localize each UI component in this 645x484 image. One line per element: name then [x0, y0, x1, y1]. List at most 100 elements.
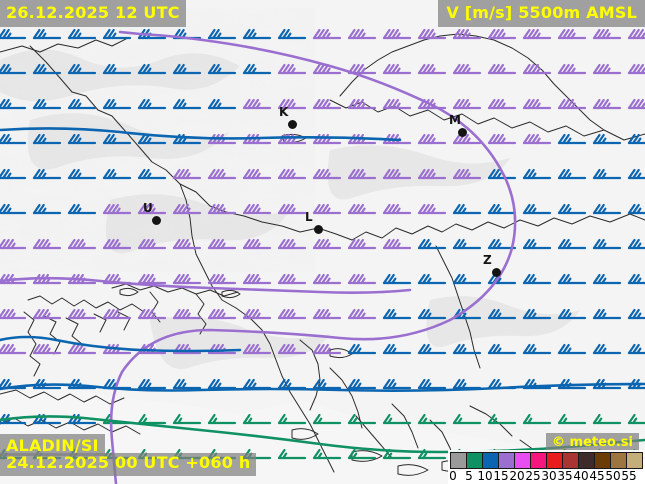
wind-barb: [452, 28, 482, 40]
wind-barb: [382, 273, 412, 285]
wind-barb: [32, 98, 62, 110]
wind-barb: [347, 98, 377, 110]
wind-barb: [522, 273, 552, 285]
wind-barb: [557, 238, 587, 250]
wind-barb: [557, 63, 587, 75]
isotach-contour: [0, 335, 242, 353]
city-dot: [314, 225, 323, 234]
wind-barb: [382, 63, 412, 75]
wind-barb: [207, 308, 237, 320]
wind-barb: [452, 168, 482, 180]
wind-barb: [67, 133, 97, 145]
wind-barb: [382, 378, 412, 390]
wind-barb: [382, 98, 412, 110]
wind-barb: [277, 98, 307, 110]
wind-barb: [417, 98, 447, 110]
wind-barb: [522, 133, 552, 145]
city-dot: [152, 216, 161, 225]
wind-barb: [277, 413, 307, 425]
wind-barb: [557, 168, 587, 180]
wind-barb: [312, 413, 342, 425]
wind-barb: [487, 273, 517, 285]
wind-barb: [592, 413, 622, 425]
wind-barb: [102, 98, 132, 110]
wind-barb: [627, 203, 645, 215]
wind-barb: [592, 308, 622, 320]
wind-barb: [347, 203, 377, 215]
wind-barb: [0, 28, 27, 40]
wind-barb: [417, 273, 447, 285]
colorbar-swatch: [547, 453, 563, 468]
wind-barb: [487, 133, 517, 145]
wind-barb: [487, 413, 517, 425]
wind-barb: [382, 308, 412, 320]
wind-barb: [382, 413, 412, 425]
wind-barb: [102, 168, 132, 180]
wind-barb: [207, 168, 237, 180]
wind-barb: [67, 98, 97, 110]
wind-barb: [487, 28, 517, 40]
wind-barb: [137, 203, 167, 215]
wind-barb: [172, 238, 202, 250]
wind-barb: [452, 413, 482, 425]
isotach-contour: [0, 276, 412, 294]
wind-barb: [207, 238, 237, 250]
wind-barb: [627, 308, 645, 320]
colorbar-swatches: [450, 452, 643, 469]
wind-barb: [522, 203, 552, 215]
wind-barb: [557, 203, 587, 215]
wind-barb: [557, 273, 587, 285]
wind-barb: [242, 28, 272, 40]
wind-barb: [67, 28, 97, 40]
wind-barb: [312, 343, 342, 355]
wind-barb: [32, 203, 62, 215]
wind-barb: [592, 343, 622, 355]
wind-barb: [487, 203, 517, 215]
wind-barb: [207, 98, 237, 110]
field-title-label: V [m/s] 5500m AMSL: [438, 0, 645, 27]
wind-barb: [557, 98, 587, 110]
wind-barb: [102, 203, 132, 215]
wind-barb: [242, 98, 272, 110]
colorbar-tick: 25: [525, 469, 541, 483]
wind-barb: [417, 133, 447, 145]
wind-barb: [207, 63, 237, 75]
wind-barb: [0, 98, 27, 110]
colorbar-swatch: [515, 453, 531, 468]
wind-barb: [67, 203, 97, 215]
wind-barb: [627, 238, 645, 250]
wind-barb: [277, 308, 307, 320]
colorbar-swatch: [483, 453, 499, 468]
colorbar-swatch: [451, 453, 467, 468]
wind-barb: [627, 63, 645, 75]
wind-barb: [137, 413, 167, 425]
wind-barb: [137, 378, 167, 390]
wind-barb: [242, 378, 272, 390]
colorbar-swatch: [563, 453, 579, 468]
wind-barb: [487, 98, 517, 110]
colorbar-tick: 10: [477, 469, 493, 483]
wind-barb: [242, 273, 272, 285]
wind-barb: [0, 63, 27, 75]
wind-barb: [382, 238, 412, 250]
wind-barb: [627, 273, 645, 285]
city-label: M: [449, 113, 461, 127]
colorbar-tick: 50: [605, 469, 621, 483]
wind-barb: [522, 343, 552, 355]
wind-barb: [312, 448, 342, 460]
wind-barb: [32, 28, 62, 40]
wind-barb: [137, 133, 167, 145]
wind-barb: [452, 63, 482, 75]
wind-barb: [347, 343, 377, 355]
wind-barb: [102, 63, 132, 75]
wind-barb: [417, 238, 447, 250]
wind-barb: [32, 343, 62, 355]
wind-barb: [0, 343, 27, 355]
wind-barb: [522, 168, 552, 180]
colorbar-swatch: [499, 453, 515, 468]
wind-barb: [172, 378, 202, 390]
wind-barb: [522, 308, 552, 320]
city-label: L: [305, 210, 313, 224]
wind-barb: [592, 98, 622, 110]
